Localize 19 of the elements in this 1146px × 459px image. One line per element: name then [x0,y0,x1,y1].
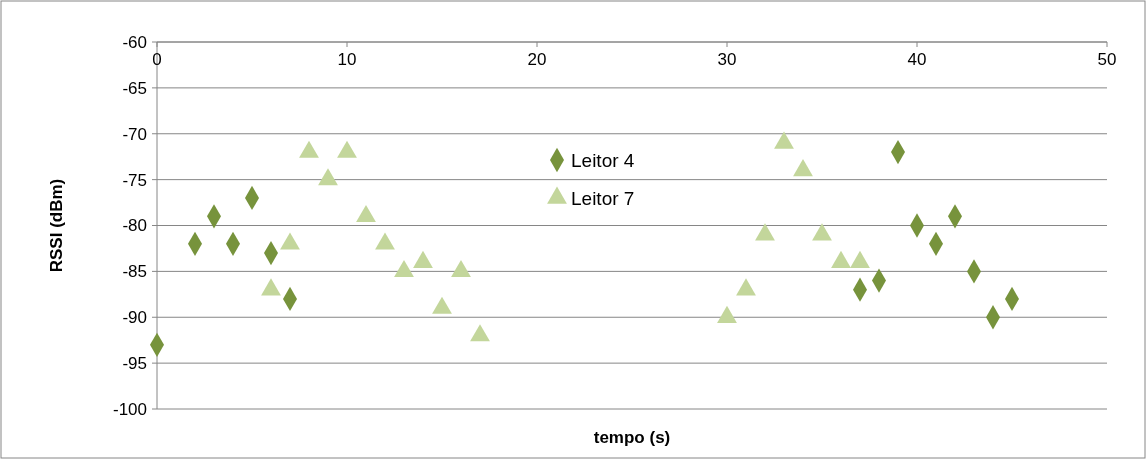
x-axis-title: tempo (s) [593,428,671,447]
y-tick-label: -70 [122,124,147,144]
y-tick-label: -100 [112,399,147,419]
legend-label: Leitor 7 [571,187,635,209]
y-tick-label: -85 [122,262,147,282]
y-tick-label: -95 [122,354,147,374]
y-tick-label: -80 [122,216,147,236]
legend-label: Leitor 4 [571,149,635,171]
x-tick-label: 10 [337,50,357,69]
y-tick-label: -65 [122,78,147,98]
y-tick-label: -60 [122,32,147,52]
x-tick-label: 0 [152,50,162,69]
y-tick-label: -75 [122,170,147,190]
x-tick-label: 50 [1097,50,1117,69]
y-tick-label: -90 [122,308,147,328]
x-tick-label: 30 [717,50,737,69]
x-tick-label: 40 [907,50,927,69]
x-tick-label: 20 [527,50,547,69]
y-axis-title: RSSI (dBm) [47,178,66,273]
